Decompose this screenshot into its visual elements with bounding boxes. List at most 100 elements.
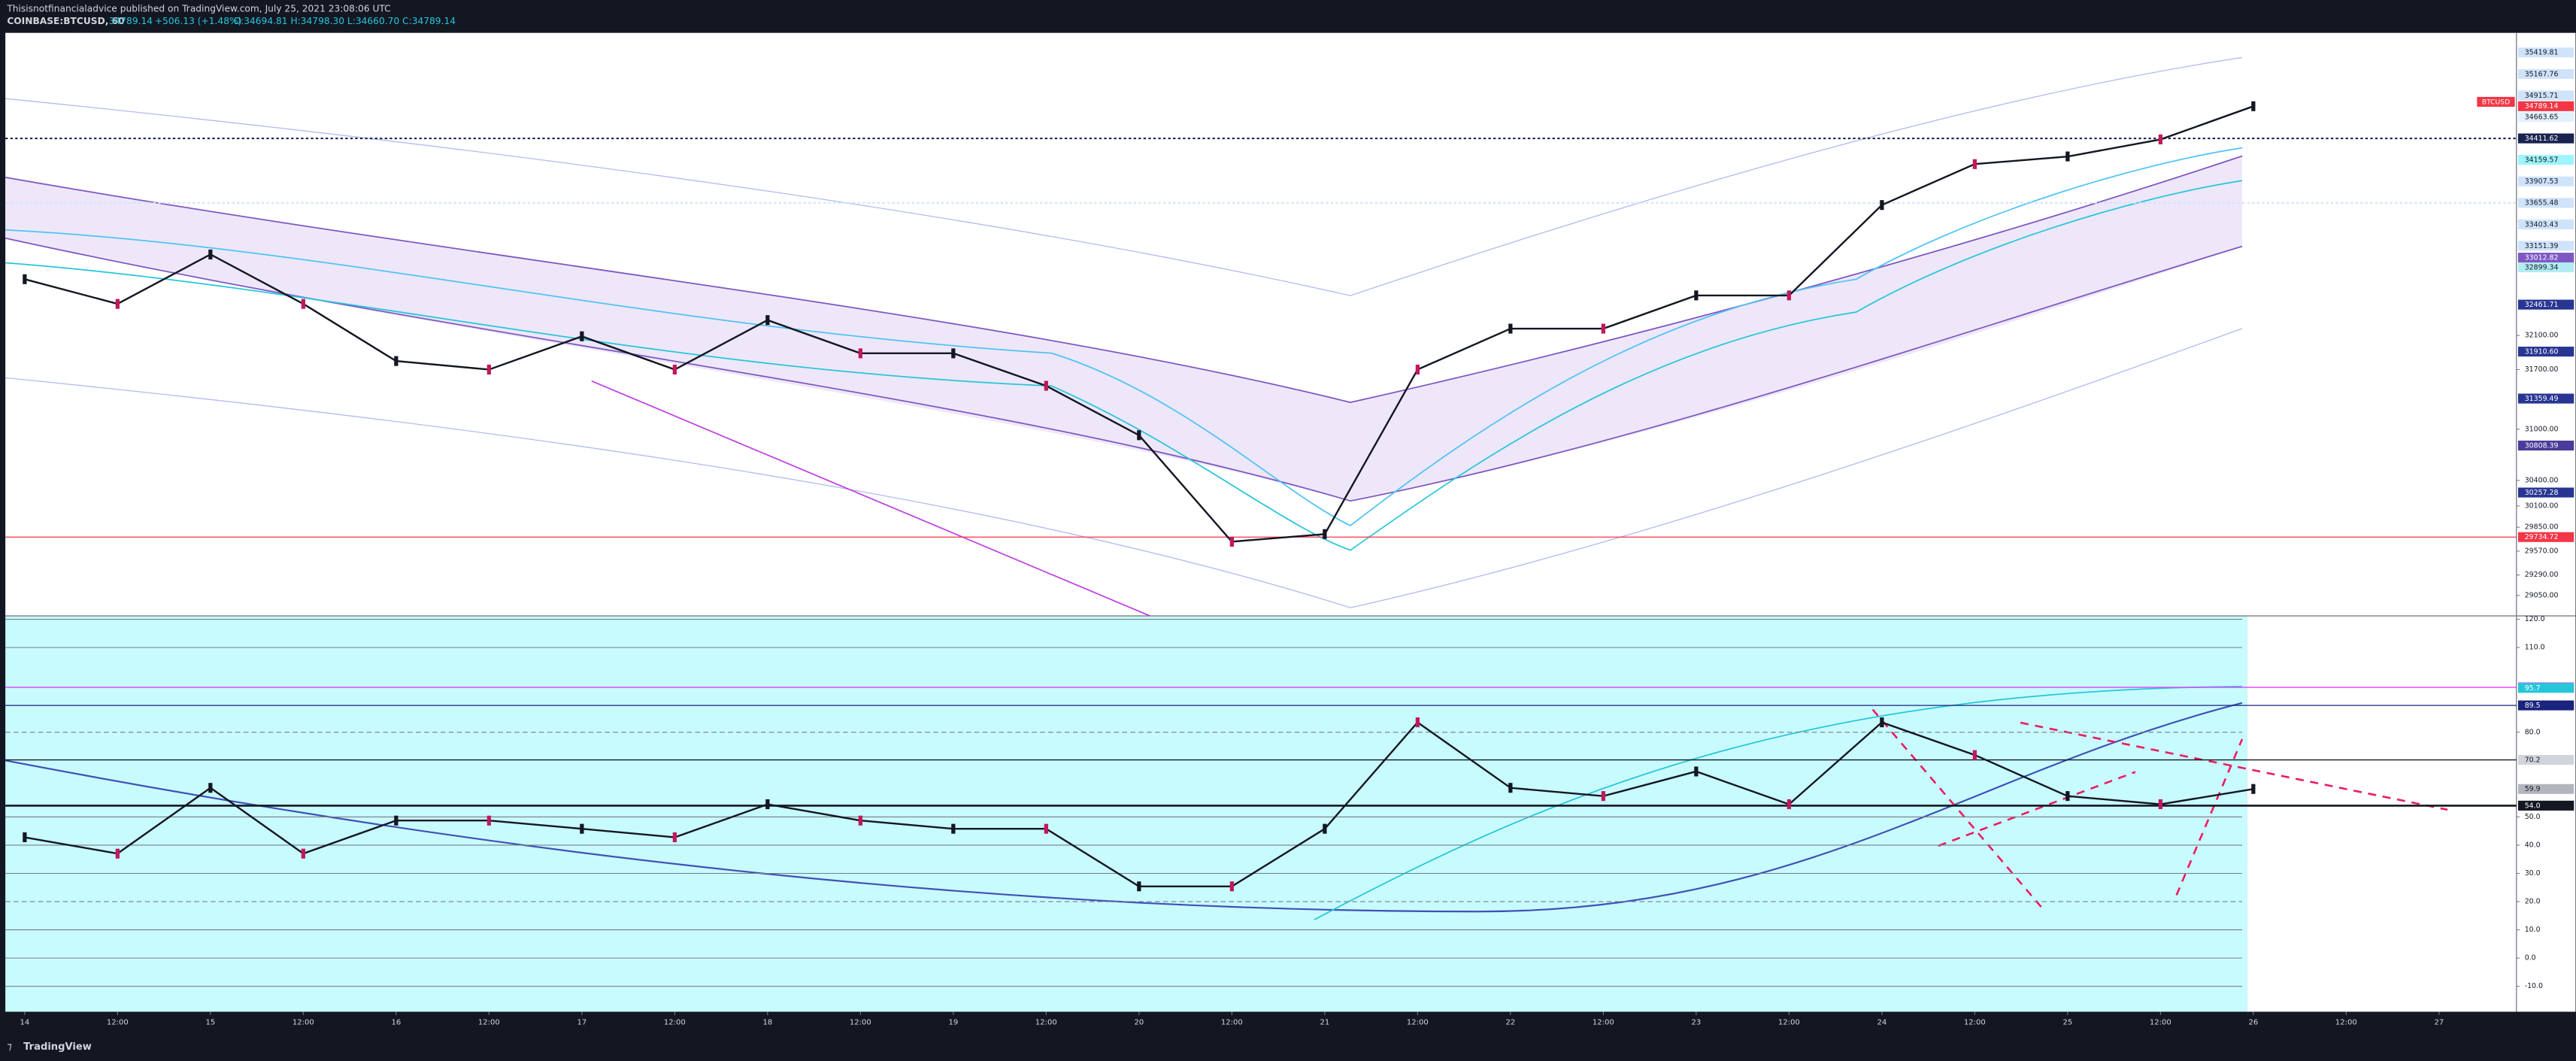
outer-band bbox=[5, 56, 2243, 296]
price-badge bbox=[2517, 241, 2574, 251]
price-badge bbox=[2517, 487, 2574, 498]
price-badge-label: 34159.57 bbox=[2525, 156, 2559, 165]
bar-mark bbox=[1229, 881, 1234, 892]
price-badge-label: 31359.49 bbox=[2525, 395, 2559, 403]
price-badge-label: 35167.76 bbox=[2525, 70, 2559, 78]
y-tick-label: 50.0 bbox=[2525, 813, 2541, 821]
bar-mark bbox=[2158, 134, 2162, 144]
price-badge bbox=[2517, 253, 2574, 263]
bar-mark bbox=[580, 823, 584, 834]
x-tick-label: 12:00 bbox=[478, 1019, 500, 1027]
price-badge-label: 54.0 bbox=[2525, 802, 2541, 810]
bar-mark bbox=[2065, 791, 2070, 802]
bar-mark bbox=[1601, 323, 1605, 334]
bar-mark bbox=[23, 274, 27, 284]
price-badge bbox=[2517, 347, 2574, 357]
symbol: COINBASE:BTCUSD, 60 bbox=[7, 16, 124, 26]
x-tick-label: 27 bbox=[2434, 1019, 2444, 1027]
x-tick-label: 12:00 bbox=[1964, 1019, 1986, 1027]
price-badge bbox=[2517, 198, 2574, 208]
x-tick-label: 22 bbox=[1505, 1019, 1515, 1027]
x-tick-label: 18 bbox=[762, 1019, 772, 1027]
bar-mark bbox=[2251, 101, 2256, 111]
bar-mark bbox=[115, 848, 120, 859]
x-tick-label: 25 bbox=[2062, 1019, 2072, 1027]
bar-mark bbox=[301, 299, 305, 309]
x-tick-label: 16 bbox=[391, 1019, 401, 1027]
bar-mark bbox=[580, 331, 584, 341]
y-tick-label: 29850.00 bbox=[2525, 523, 2559, 532]
bar-mark bbox=[115, 299, 120, 309]
price-badge-label: 33403.43 bbox=[2525, 220, 2559, 229]
price-axis bbox=[2516, 32, 2576, 1012]
trend-line bbox=[591, 380, 1150, 617]
price-badge-label: 34411.62 bbox=[2525, 135, 2559, 143]
price-badge-label: 33907.53 bbox=[2525, 177, 2559, 186]
bar-mark bbox=[1880, 717, 1884, 728]
bar-mark bbox=[1137, 881, 1141, 892]
x-tick-label: 12:00 bbox=[1407, 1019, 1429, 1027]
bar-mark bbox=[486, 364, 491, 375]
x-tick-label: 12:00 bbox=[1035, 1019, 1057, 1027]
band-upper bbox=[5, 155, 2243, 404]
last-price: 34789.14 bbox=[109, 16, 153, 26]
bar-mark bbox=[672, 364, 677, 375]
bar-mark bbox=[1044, 380, 1048, 391]
price-badge-label: 33655.48 bbox=[2525, 199, 2559, 208]
price-badge bbox=[2517, 68, 2574, 79]
x-tick-label: 12:00 bbox=[107, 1019, 129, 1027]
bar-mark bbox=[1694, 766, 1699, 777]
bar-mark bbox=[1694, 290, 1699, 301]
price-badge bbox=[2517, 47, 2574, 58]
bar-mark bbox=[1415, 364, 1420, 375]
bar-mark bbox=[1323, 823, 1327, 834]
price-badge bbox=[2517, 176, 2574, 186]
price-badge bbox=[2517, 784, 2574, 794]
x-tick-label: 12:00 bbox=[292, 1019, 314, 1027]
price-badge-label: 33012.82 bbox=[2525, 254, 2559, 262]
bar-mark bbox=[486, 815, 491, 826]
price-badge bbox=[2517, 440, 2574, 451]
bar-mark bbox=[951, 823, 956, 834]
price-change: +506.13 (+1.48%) bbox=[155, 16, 241, 26]
price-badge-label: 29734.72 bbox=[2525, 533, 2559, 541]
x-tick-label: 19 bbox=[948, 1019, 958, 1027]
y-tick-label: 29570.00 bbox=[2525, 547, 2559, 555]
price-badge bbox=[2517, 90, 2574, 101]
bar-mark bbox=[765, 799, 770, 810]
price-badge-label: 34789.14 bbox=[2525, 102, 2559, 111]
bar-mark bbox=[23, 832, 27, 842]
bar-mark bbox=[1972, 159, 1977, 169]
y-tick-label: 31000.00 bbox=[2525, 425, 2559, 433]
price-badge bbox=[2517, 800, 2574, 811]
indicator-pane-future bbox=[2247, 616, 2517, 1012]
x-tick-label: 12:00 bbox=[664, 1019, 686, 1027]
bar-mark bbox=[301, 848, 305, 859]
price-badge bbox=[2517, 101, 2574, 111]
drawn-trend-lines bbox=[1871, 708, 2448, 913]
price-badge bbox=[2517, 683, 2574, 693]
x-tick-label: 24 bbox=[1877, 1019, 1887, 1027]
ohlc: O:34694.81 H:34798.30 L:34660.70 C:34789… bbox=[234, 16, 456, 26]
price-badge-label: 32461.71 bbox=[2525, 301, 2559, 309]
bar-mark bbox=[1508, 783, 1513, 793]
y-tick-label: 120.0 bbox=[2525, 615, 2545, 623]
price-badge-label: 30257.28 bbox=[2525, 489, 2559, 497]
bar-mark bbox=[2251, 784, 2256, 794]
price-badge bbox=[2517, 393, 2574, 404]
y-tick-label: 30100.00 bbox=[2525, 502, 2559, 510]
price-badge bbox=[2517, 755, 2574, 765]
bar-mark bbox=[1323, 529, 1327, 539]
price-badge bbox=[2517, 111, 2574, 123]
outer-band bbox=[5, 328, 2243, 608]
footer-logo: TradingView bbox=[23, 1041, 92, 1053]
y-tick-label: 29290.00 bbox=[2525, 571, 2559, 579]
bar-mark bbox=[394, 815, 399, 826]
bar-mark bbox=[2065, 151, 2070, 162]
x-tick-label: 20 bbox=[1134, 1019, 1144, 1027]
y-tick-label: 110.0 bbox=[2525, 644, 2545, 652]
bar-mark bbox=[672, 832, 677, 842]
indicator-pane bbox=[5, 616, 2247, 1012]
publish-info: Thisisnotfinancialadvice published on Tr… bbox=[6, 4, 390, 14]
